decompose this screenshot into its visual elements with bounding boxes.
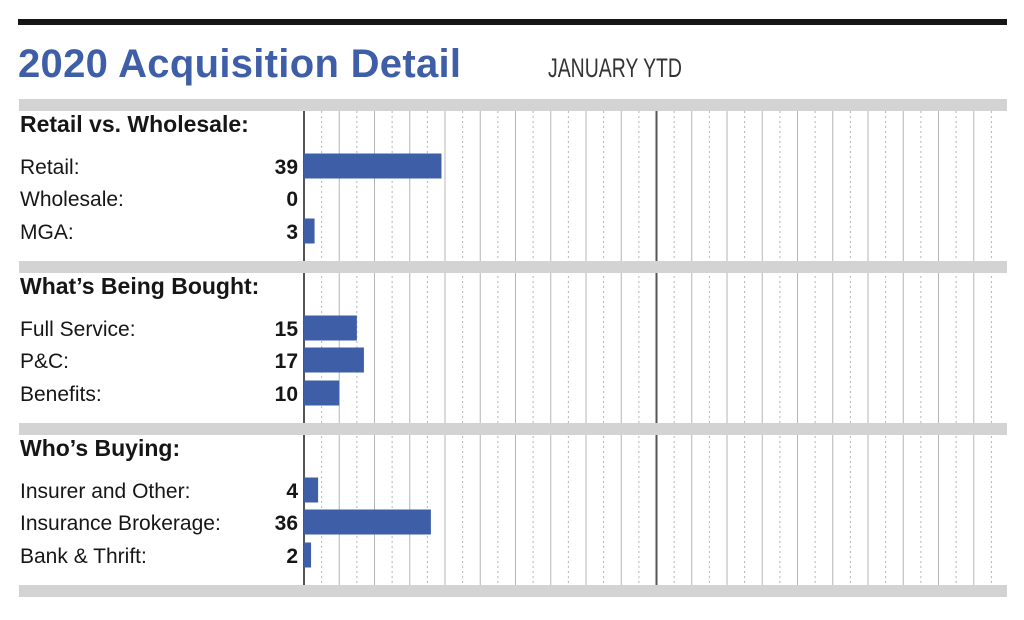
section-divider-band: [19, 261, 1007, 273]
value-label: 36: [275, 512, 298, 535]
bar: [304, 347, 364, 373]
group-header: What’s Being Bought:: [20, 273, 259, 299]
category-label: Insurer and Other:: [20, 480, 190, 503]
group-header: Who’s Buying:: [20, 435, 180, 461]
section-divider-band: [19, 99, 1007, 111]
category-label: Full Service:: [20, 318, 136, 341]
value-label: 17: [275, 350, 298, 373]
value-label: 3: [286, 221, 298, 244]
chart-subtitle: JANUARY YTD: [548, 53, 682, 83]
bar: [304, 153, 442, 179]
chart-title: 2020 Acquisition Detail: [18, 42, 462, 86]
bar: [304, 218, 315, 244]
bar: [304, 509, 431, 535]
section-divider-band: [19, 423, 1007, 435]
value-label: 4: [286, 480, 298, 503]
group-header: Retail vs. Wholesale:: [20, 111, 249, 137]
section-divider-band: [19, 585, 1007, 597]
value-label: 2: [286, 545, 298, 568]
value-label: 10: [275, 383, 298, 406]
category-label: Benefits:: [20, 383, 102, 406]
value-label: 39: [275, 156, 298, 179]
top-rule: [18, 19, 1007, 25]
bar: [304, 542, 312, 568]
category-label: Wholesale:: [20, 188, 124, 211]
value-label: 0: [286, 188, 298, 211]
category-label: Insurance Brokerage:: [20, 512, 221, 535]
bar: [304, 315, 357, 341]
category-label: MGA:: [20, 221, 74, 244]
bar: [304, 477, 319, 503]
category-label: P&C:: [20, 350, 69, 373]
category-label: Retail:: [20, 156, 80, 179]
bar: [304, 380, 340, 406]
value-label: 15: [275, 318, 299, 341]
category-label: Bank & Thrift:: [20, 545, 147, 568]
